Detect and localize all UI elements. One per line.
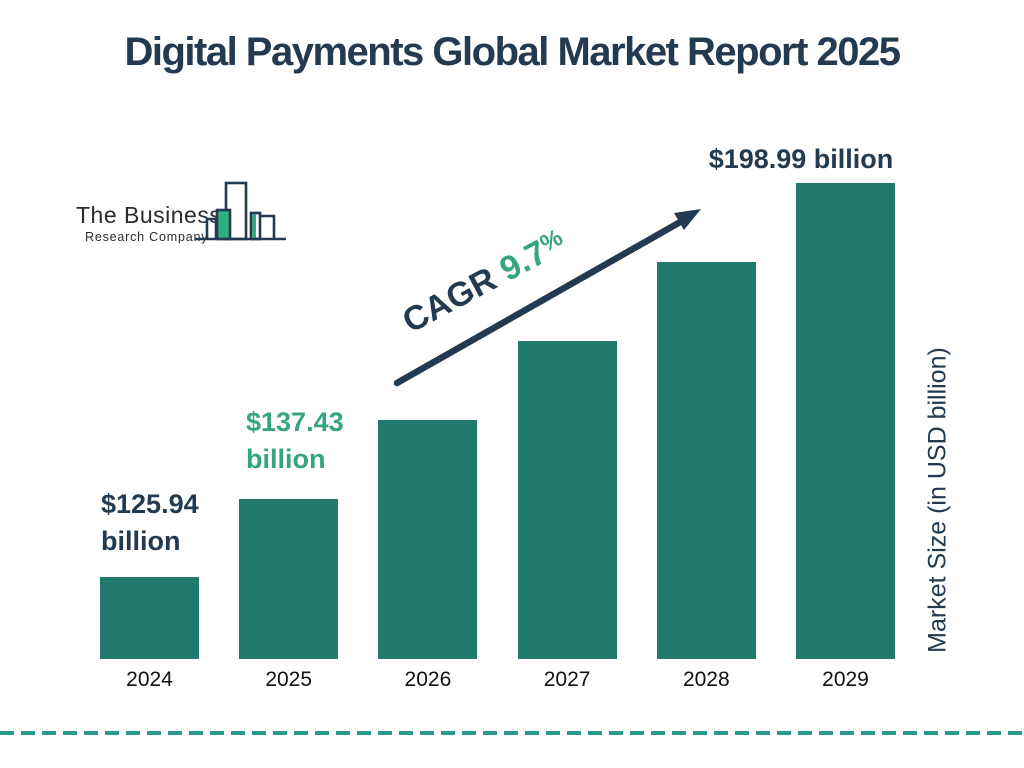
bar-2029	[796, 183, 895, 659]
page-title: Digital Payments Global Market Report 20…	[124, 30, 901, 74]
bar-2027	[517, 341, 617, 659]
y-axis-title: Market Size (in USD billion)	[923, 347, 952, 653]
bar-2028	[656, 262, 756, 659]
x-tick-2024: 2024	[126, 668, 173, 691]
x-tick-2027: 2027	[543, 668, 591, 691]
bar-2026	[378, 420, 478, 659]
bottom-dashed-divider	[0, 731, 1024, 735]
bar-2025	[239, 499, 339, 659]
logo-subtitle: Research Company	[85, 230, 209, 244]
bar-2024	[100, 577, 199, 659]
value-label-2029: $198.99 billion	[708, 144, 894, 174]
value-label-2024: $125.94 billion	[101, 489, 199, 556]
x-tick-2028: 2028	[682, 668, 730, 691]
building-bars-logo-icon	[195, 181, 286, 241]
value-label-2025: $137.43 billion	[246, 407, 344, 474]
x-tick-2025: 2025	[265, 668, 313, 691]
x-tick-2026: 2026	[404, 668, 452, 691]
company-logo: The Business Research Company	[76, 178, 296, 248]
logo-text: The Business Research Company	[76, 202, 221, 244]
logo-name: The Business	[76, 202, 222, 228]
x-tick-2029: 2029	[822, 668, 869, 691]
cagr-label: CAGR	[396, 259, 503, 341]
